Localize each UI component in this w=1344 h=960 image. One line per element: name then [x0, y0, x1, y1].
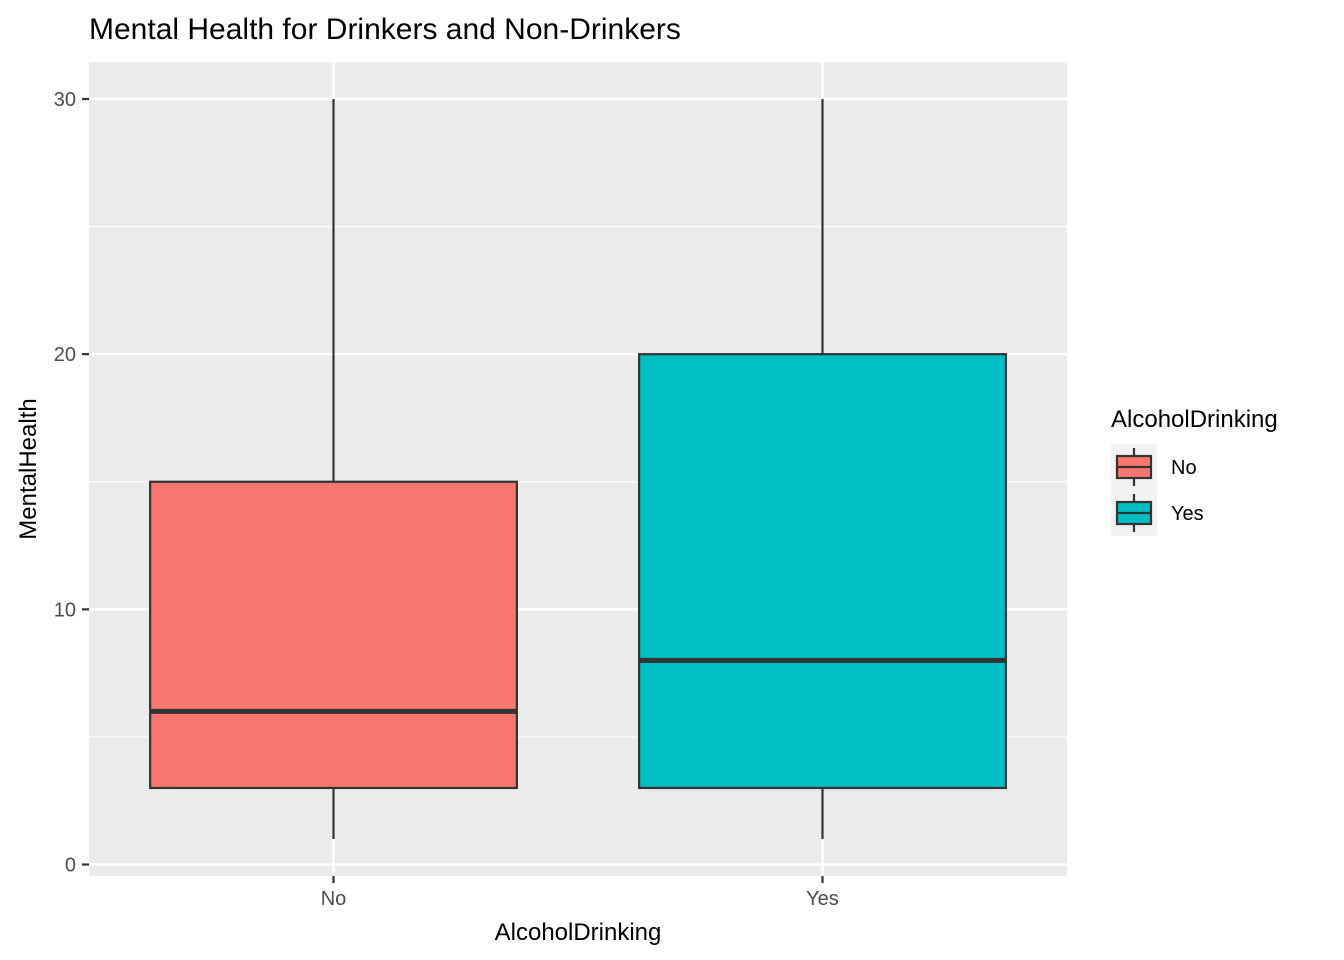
- chart-title: Mental Health for Drinkers and Non-Drink…: [89, 13, 681, 46]
- legend-item-yes: Yes: [1111, 490, 1204, 536]
- y-tick-label: 20: [54, 344, 76, 366]
- box-yes: [638, 99, 1007, 839]
- legend-title: AlcoholDrinking: [1111, 406, 1278, 433]
- y-tick-label: 10: [54, 599, 76, 621]
- x-axis: No Yes: [321, 876, 839, 910]
- boxes: [149, 99, 1007, 839]
- box-no: [149, 99, 518, 839]
- legend-label: No: [1171, 457, 1197, 479]
- box-body: [638, 353, 1007, 790]
- x-tick-label: Yes: [806, 888, 839, 910]
- y-axis-title: MentalHealth: [15, 398, 42, 539]
- legend-item-no: No: [1111, 444, 1197, 490]
- y-tick-label: 0: [65, 855, 76, 877]
- y-tick-label: 30: [54, 89, 76, 111]
- box-body: [149, 480, 518, 790]
- x-tick-label: No: [321, 888, 347, 910]
- legend-label: Yes: [1171, 503, 1204, 525]
- x-axis-title: AlcoholDrinking: [495, 919, 662, 946]
- y-axis: 0 10 20 30: [54, 89, 89, 877]
- legend: AlcoholDrinking No Yes: [1111, 406, 1278, 536]
